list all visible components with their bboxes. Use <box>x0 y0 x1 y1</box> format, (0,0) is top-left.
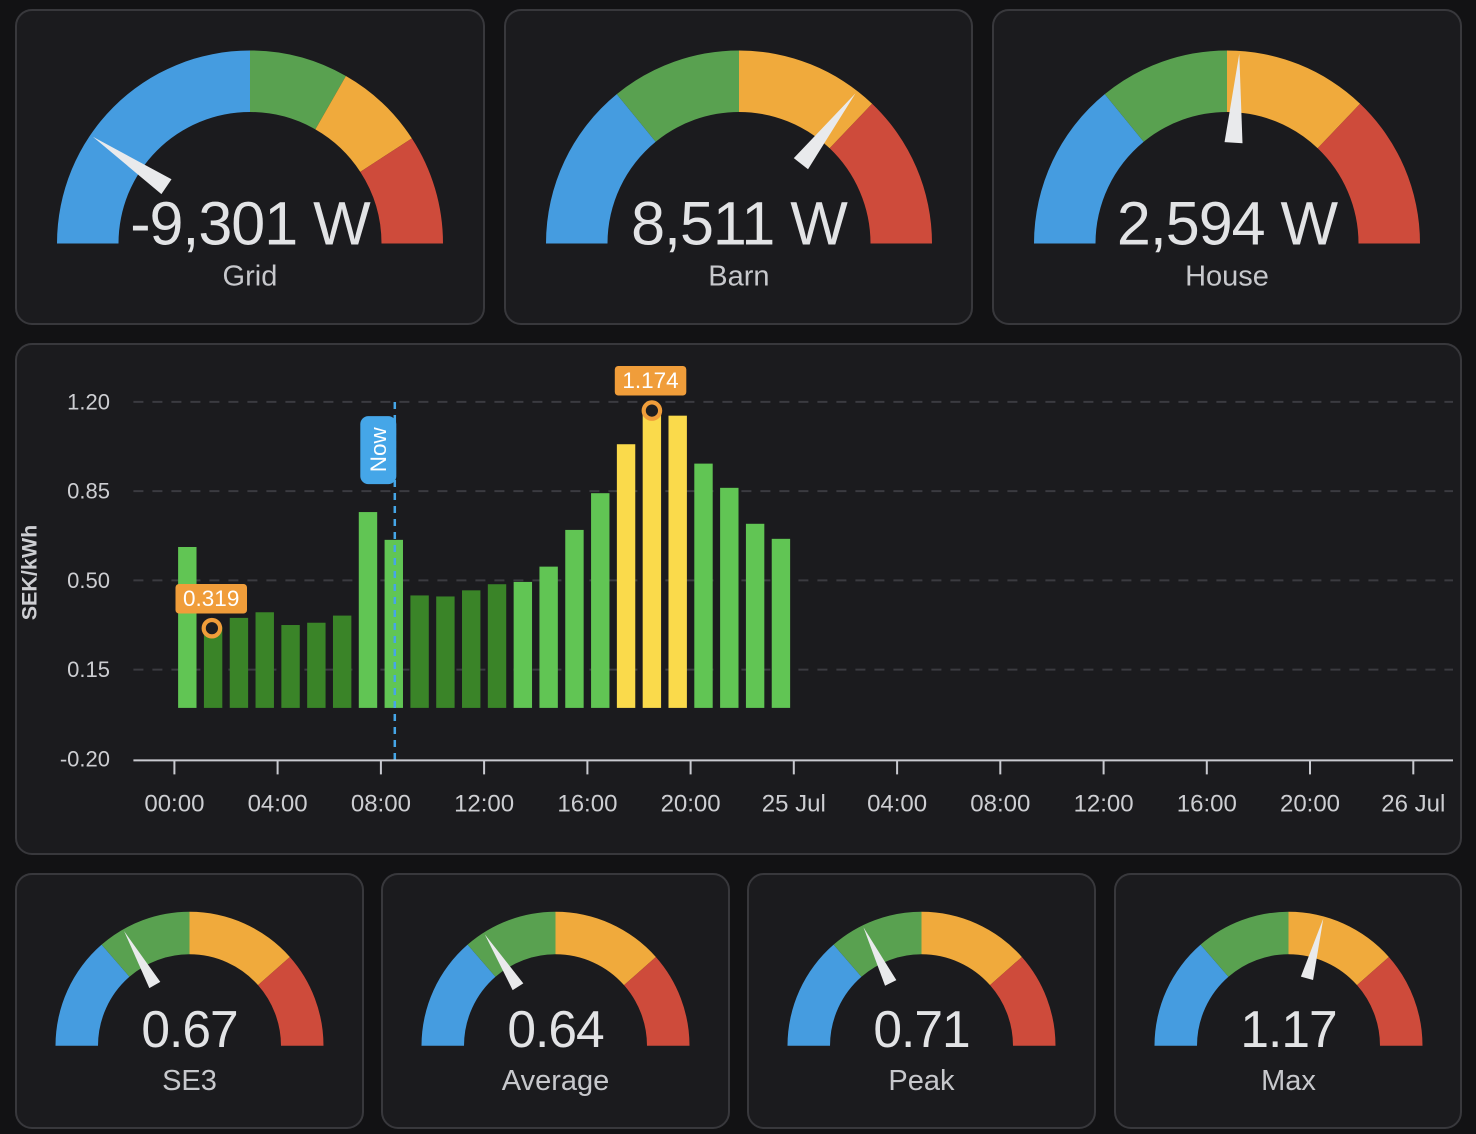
svg-text:-0.20: -0.20 <box>60 746 110 771</box>
svg-text:1.20: 1.20 <box>67 389 110 414</box>
svg-text:00:00: 00:00 <box>144 790 204 817</box>
svg-text:House: House <box>1185 261 1269 293</box>
svg-text:SEK/kWh: SEK/kWh <box>18 525 42 621</box>
svg-text:1.17: 1.17 <box>1240 1000 1336 1058</box>
svg-text:16:00: 16:00 <box>1177 790 1237 817</box>
svg-text:25 Jul: 25 Jul <box>762 790 826 817</box>
svg-text:08:00: 08:00 <box>970 790 1030 817</box>
svg-text:0.71: 0.71 <box>874 1000 970 1058</box>
svg-text:0.319: 0.319 <box>183 586 239 611</box>
svg-text:2,594 W: 2,594 W <box>1117 190 1339 258</box>
svg-text:16:00: 16:00 <box>557 790 617 817</box>
svg-text:-9,301 W: -9,301 W <box>130 190 371 258</box>
svg-text:08:00: 08:00 <box>351 790 411 817</box>
svg-text:12:00: 12:00 <box>1074 790 1134 817</box>
svg-text:0.15: 0.15 <box>67 657 110 682</box>
svg-text:20:00: 20:00 <box>661 790 721 817</box>
svg-text:Average: Average <box>502 1065 610 1097</box>
svg-text:Grid: Grid <box>223 261 278 293</box>
svg-text:0.64: 0.64 <box>508 1000 605 1058</box>
svg-text:04:00: 04:00 <box>867 790 927 817</box>
svg-text:Now: Now <box>366 426 391 472</box>
svg-text:12:00: 12:00 <box>454 790 514 817</box>
svg-text:Max: Max <box>1261 1065 1316 1097</box>
svg-text:Peak: Peak <box>889 1065 956 1097</box>
svg-text:0.50: 0.50 <box>67 568 110 593</box>
svg-text:Barn: Barn <box>708 261 769 293</box>
svg-text:0.67: 0.67 <box>141 1000 237 1058</box>
svg-text:26 Jul: 26 Jul <box>1381 790 1445 817</box>
svg-text:0.85: 0.85 <box>67 479 110 504</box>
svg-text:04:00: 04:00 <box>248 790 308 817</box>
svg-text:1.174: 1.174 <box>622 368 678 393</box>
svg-text:20:00: 20:00 <box>1280 790 1340 817</box>
svg-text:SE3: SE3 <box>162 1065 217 1097</box>
svg-text:8,511 W: 8,511 W <box>631 190 848 258</box>
